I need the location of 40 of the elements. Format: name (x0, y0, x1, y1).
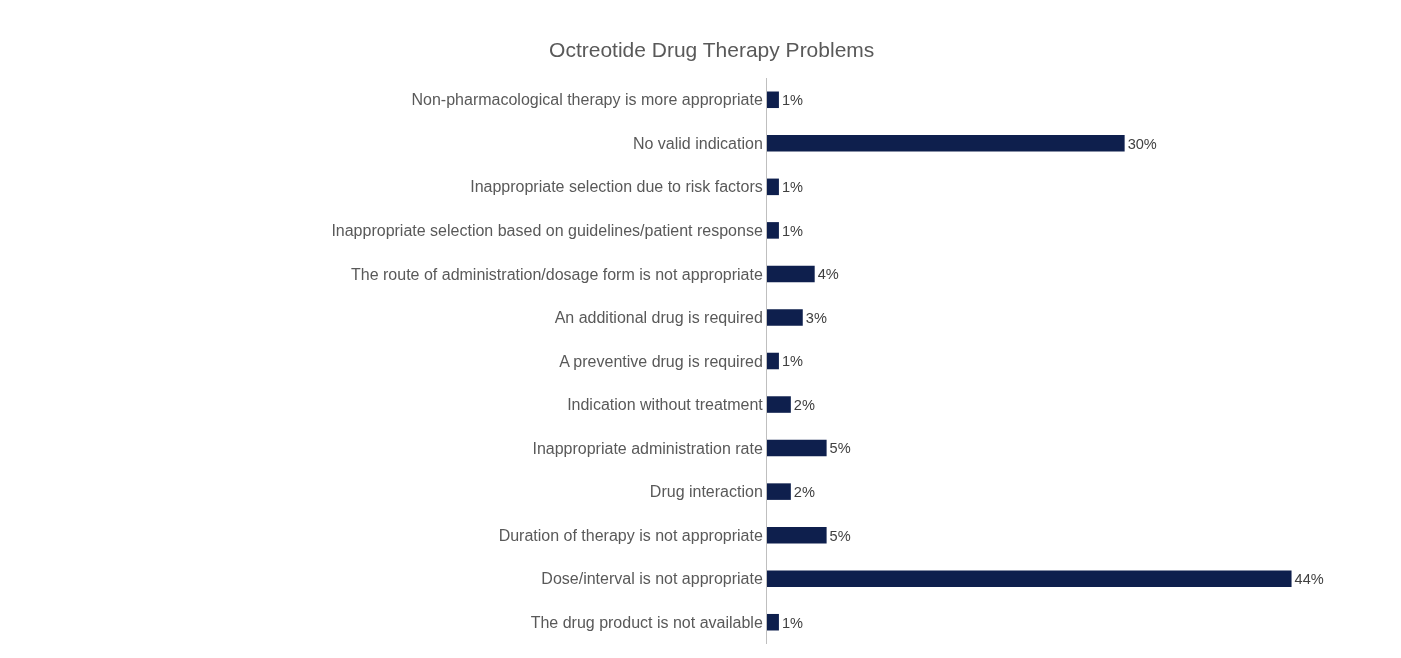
y-tick-label: Non-pharmacological therapy is more appropriate (411, 91, 763, 109)
bar (767, 396, 791, 413)
bar (767, 526, 827, 544)
y-tick-label: Inappropriate selection due to risk factors (470, 178, 763, 196)
y-tick-label: Inappropriate selection based on guidelines/patient response (331, 221, 763, 239)
bar (767, 570, 1292, 587)
data-label: 30% (1127, 135, 1157, 152)
y-tick-label: Drug interaction (649, 483, 763, 501)
bar (767, 613, 779, 631)
bar (767, 352, 779, 370)
y-tick-label: A preventive drug is required (559, 352, 763, 370)
y-tick-label: No valid indication (632, 134, 763, 152)
y-tick-label: Duration of therapy is not appropriate (498, 526, 763, 544)
bar (767, 483, 791, 500)
y-tick-label: Indication without treatment (567, 396, 764, 414)
data-label: 5% (829, 527, 851, 544)
chart-title: Octreotide Drug Therapy Problems (549, 37, 875, 61)
data-label: 1% (781, 92, 804, 109)
bar (767, 91, 779, 109)
data-label: 5% (829, 440, 851, 457)
y-tick-label: Inappropriate administration rate (532, 439, 763, 457)
data-label: 1% (781, 353, 804, 370)
y-tick-label: Dose/interval is not appropriate (541, 570, 763, 588)
data-label: 2% (793, 483, 815, 500)
data-label: 1% (781, 614, 804, 631)
bar (767, 178, 779, 196)
y-tick-label: An additional drug is required (554, 309, 763, 327)
bar (767, 309, 803, 326)
data-label: 44% (1294, 571, 1324, 588)
bar (767, 439, 827, 457)
y-tick-label: The route of administration/dosage form is not appropriate (351, 265, 763, 283)
bar (767, 135, 1125, 152)
data-label: 1% (781, 222, 804, 239)
data-label: 4% (817, 266, 839, 283)
data-label: 1% (781, 179, 804, 196)
bar (767, 222, 779, 239)
data-label: 3% (805, 309, 827, 326)
data-label: 2% (793, 396, 815, 413)
y-tick-label: The drug product is not available (530, 613, 763, 631)
bar (767, 265, 815, 283)
